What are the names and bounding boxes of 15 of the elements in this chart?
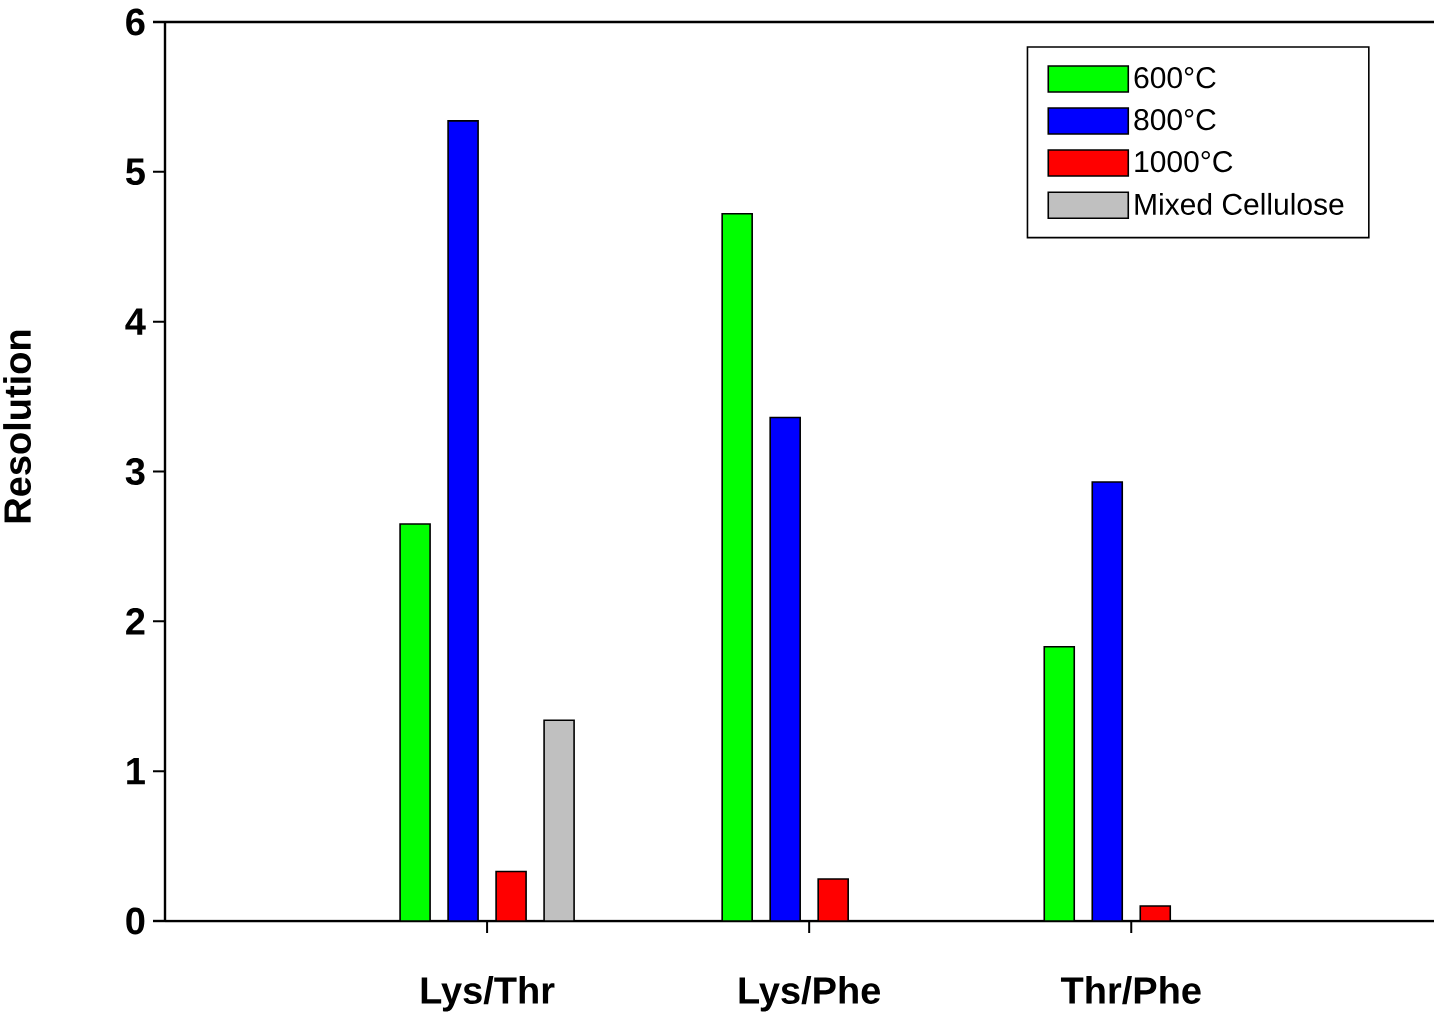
x-tick-label: Thr/Phe [1060,976,1201,1005]
legend-label: 1000°C [1135,150,1233,173]
y-tick-label: 0 [126,907,145,935]
y-tick-label: 4 [125,308,146,335]
y-tick-label: 6 [126,8,145,36]
x-tick-label: Lys/Thr [421,976,555,1012]
legend-label: 600°C [1134,67,1216,89]
y-tick-label: 3 [125,458,145,485]
y-tick-label: 5 [125,158,145,186]
y-tick-label: 2 [126,608,145,635]
legend-label: Mixed Cellulose [1135,192,1344,215]
legend-label: 800°C [1134,109,1216,131]
x-tick-label: Lys/Phe [739,976,881,1012]
y-axis-title: Resolution [3,330,32,523]
y-tick-label: 1 [127,758,145,785]
